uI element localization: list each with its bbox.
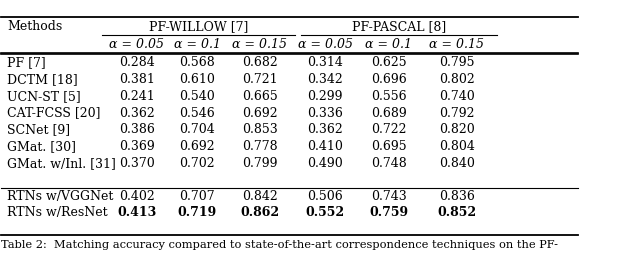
Text: α = 0.1: α = 0.1 — [174, 38, 221, 51]
Text: 0.748: 0.748 — [371, 157, 406, 170]
Text: PF-WILLOW [7]: PF-WILLOW [7] — [149, 20, 248, 33]
Text: 0.665: 0.665 — [242, 90, 277, 103]
Text: 0.759: 0.759 — [369, 206, 408, 219]
Text: 0.719: 0.719 — [178, 206, 217, 219]
Text: Methods: Methods — [7, 20, 63, 33]
Text: α = 0.1: α = 0.1 — [365, 38, 412, 51]
Text: SCNet [9]: SCNet [9] — [7, 123, 70, 136]
Text: CAT-FCSS [20]: CAT-FCSS [20] — [7, 106, 100, 120]
Text: α = 0.15: α = 0.15 — [429, 38, 484, 51]
Text: 0.799: 0.799 — [242, 157, 277, 170]
Text: 0.370: 0.370 — [119, 157, 155, 170]
Text: 0.413: 0.413 — [117, 206, 156, 219]
Text: GMat. [30]: GMat. [30] — [7, 140, 76, 153]
Text: 0.342: 0.342 — [307, 73, 343, 86]
Text: 0.402: 0.402 — [119, 190, 155, 203]
Text: 0.840: 0.840 — [438, 157, 474, 170]
Text: 0.490: 0.490 — [307, 157, 343, 170]
Text: 0.299: 0.299 — [307, 90, 343, 103]
Text: 0.707: 0.707 — [179, 190, 215, 203]
Text: 0.692: 0.692 — [179, 140, 215, 153]
Text: 0.740: 0.740 — [439, 90, 474, 103]
Text: 0.853: 0.853 — [242, 123, 277, 136]
Text: 0.386: 0.386 — [119, 123, 155, 136]
Text: 0.842: 0.842 — [242, 190, 277, 203]
Text: 0.689: 0.689 — [371, 106, 406, 120]
Text: 0.362: 0.362 — [307, 123, 343, 136]
Text: 0.795: 0.795 — [439, 56, 474, 69]
Text: 0.625: 0.625 — [371, 56, 406, 69]
Text: 0.721: 0.721 — [242, 73, 277, 86]
Text: 0.696: 0.696 — [371, 73, 406, 86]
Text: 0.336: 0.336 — [307, 106, 343, 120]
Text: 0.804: 0.804 — [438, 140, 474, 153]
Text: 0.369: 0.369 — [119, 140, 155, 153]
Text: 0.743: 0.743 — [371, 190, 406, 203]
Text: α = 0.05: α = 0.05 — [298, 38, 353, 51]
Text: 0.722: 0.722 — [371, 123, 406, 136]
Text: UCN-ST [5]: UCN-ST [5] — [7, 90, 81, 103]
Text: 0.241: 0.241 — [119, 90, 155, 103]
Text: 0.820: 0.820 — [439, 123, 474, 136]
Text: 0.836: 0.836 — [438, 190, 474, 203]
Text: 0.552: 0.552 — [306, 206, 345, 219]
Text: 0.852: 0.852 — [437, 206, 476, 219]
Text: 0.410: 0.410 — [307, 140, 343, 153]
Text: α = 0.15: α = 0.15 — [232, 38, 287, 51]
Text: PF [7]: PF [7] — [7, 56, 46, 69]
Text: 0.546: 0.546 — [179, 106, 215, 120]
Text: α = 0.05: α = 0.05 — [109, 38, 164, 51]
Text: 0.792: 0.792 — [439, 106, 474, 120]
Text: PF-PASCAL [8]: PF-PASCAL [8] — [352, 20, 446, 33]
Text: 0.778: 0.778 — [242, 140, 277, 153]
Text: 0.568: 0.568 — [179, 56, 215, 69]
Text: Table 2:  Matching accuracy compared to state-of-the-art correspondence techniqu: Table 2: Matching accuracy compared to s… — [1, 241, 558, 250]
Text: 0.802: 0.802 — [439, 73, 474, 86]
Text: 0.381: 0.381 — [119, 73, 155, 86]
Text: 0.540: 0.540 — [179, 90, 215, 103]
Text: 0.695: 0.695 — [371, 140, 406, 153]
Text: GMat. w/Inl. [31]: GMat. w/Inl. [31] — [7, 157, 116, 170]
Text: 0.702: 0.702 — [179, 157, 215, 170]
Text: 0.284: 0.284 — [119, 56, 155, 69]
Text: 0.362: 0.362 — [119, 106, 155, 120]
Text: 0.610: 0.610 — [179, 73, 215, 86]
Text: RTNs w/ResNet: RTNs w/ResNet — [7, 206, 108, 219]
Text: 0.682: 0.682 — [242, 56, 277, 69]
Text: DCTM [18]: DCTM [18] — [7, 73, 78, 86]
Text: 0.704: 0.704 — [179, 123, 215, 136]
Text: 0.862: 0.862 — [240, 206, 279, 219]
Text: 0.556: 0.556 — [371, 90, 406, 103]
Text: RTNs w/VGGNet: RTNs w/VGGNet — [7, 190, 113, 203]
Text: 0.692: 0.692 — [242, 106, 277, 120]
Text: 0.506: 0.506 — [307, 190, 343, 203]
Text: 0.314: 0.314 — [307, 56, 343, 69]
